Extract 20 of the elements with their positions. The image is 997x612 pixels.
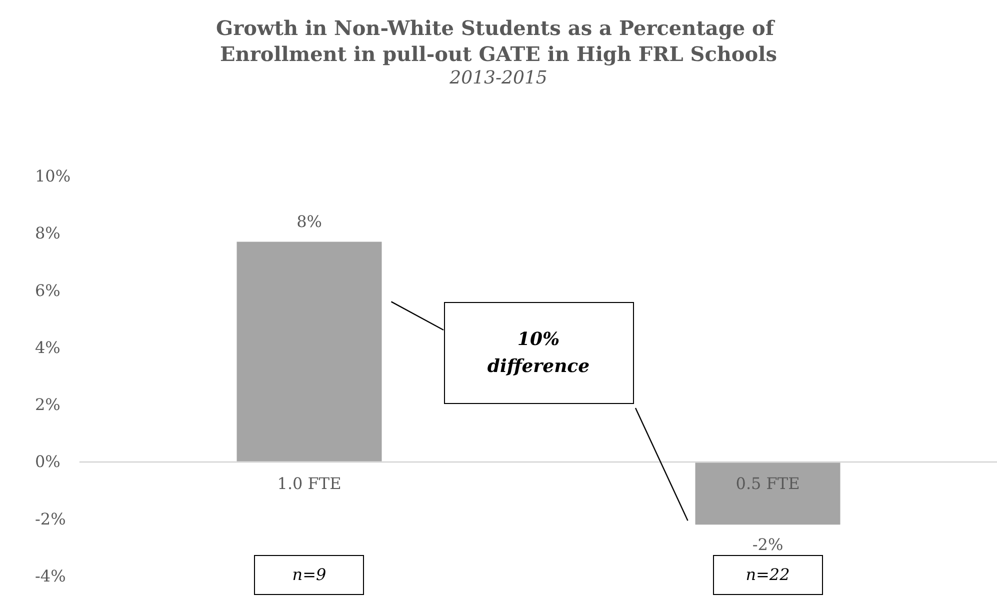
chart-title: Growth in Non-White Students as a Percentage of Enrollment in pull-out GATE in High FRL Schools	[216, 16, 781, 66]
x-tick-label: 0.5 FTE	[736, 474, 800, 494]
annotation: n=9	[292, 564, 326, 586]
data-label: -2%	[752, 535, 784, 554]
y-tick-label: 0%	[35, 452, 60, 472]
y-tick-label: 6%	[35, 280, 60, 300]
y-tick-label: -4%	[35, 566, 66, 586]
callout-box: 10% difference	[444, 302, 634, 404]
chart-subtitle: 2013-2015	[448, 68, 548, 88]
label-box: n=9	[254, 555, 364, 595]
y-tick-label: -2%	[35, 509, 66, 528]
y-tick-label: 10%	[35, 166, 71, 186]
y-tick-label: 4%	[35, 338, 60, 357]
y-tick-label: 2%	[35, 395, 60, 414]
annotation: n=22	[746, 564, 790, 586]
data-label: 8%	[296, 212, 322, 232]
annotation: 10% difference	[486, 328, 591, 379]
label-box: n=22	[712, 555, 823, 595]
x-tick-label: 1.0 FTE	[277, 474, 342, 494]
y-tick-label: 8%	[35, 224, 60, 243]
